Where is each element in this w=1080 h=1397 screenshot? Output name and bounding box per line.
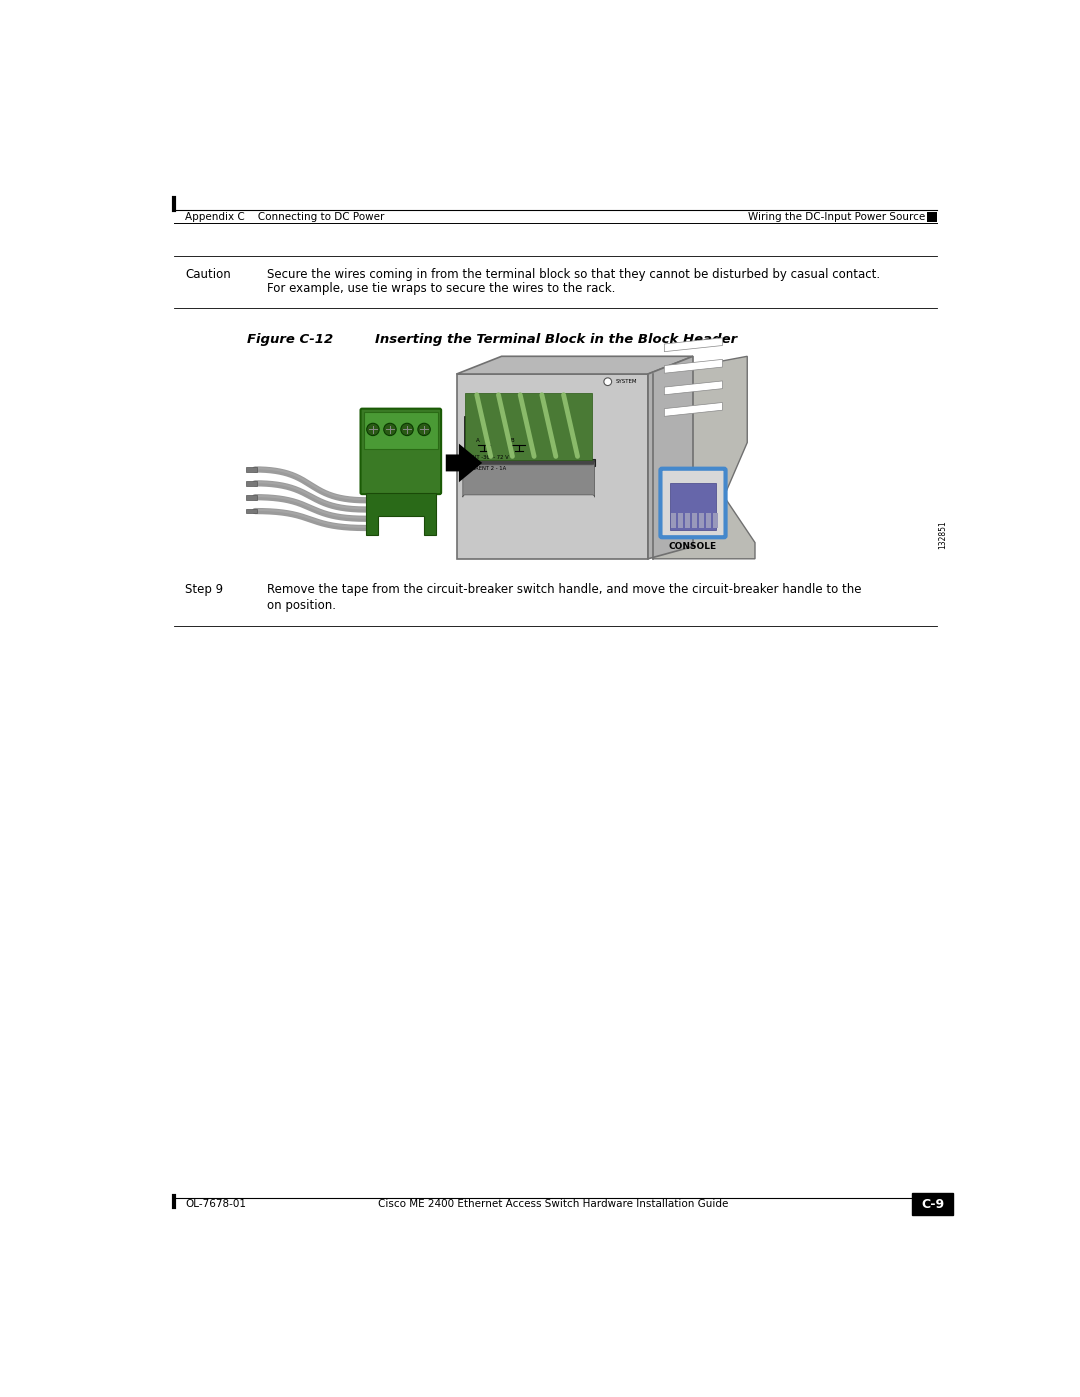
Polygon shape [664, 359, 723, 373]
Text: For example, use tie wraps to secure the wires to the rack.: For example, use tie wraps to secure the… [267, 282, 616, 295]
Bar [246, 467, 257, 472]
Text: Secure the wires coming in from the terminal block so that they cannot be distur: Secure the wires coming in from the term… [267, 268, 880, 281]
Bar [457, 374, 648, 559]
Bar [508, 448, 512, 457]
Polygon shape [664, 338, 723, 352]
Polygon shape [648, 356, 693, 559]
Bar [699, 513, 704, 528]
Circle shape [418, 423, 430, 436]
Bar [678, 513, 683, 528]
Text: Caution: Caution [186, 268, 231, 281]
Text: Cisco ME 2400 Ethernet Access Switch Hardware Installation Guide: Cisco ME 2400 Ethernet Access Switch Har… [378, 1200, 729, 1210]
Bar [692, 513, 697, 528]
Text: Figure C-12: Figure C-12 [247, 334, 334, 346]
Bar [364, 412, 438, 448]
Bar [672, 513, 676, 528]
Bar [246, 481, 257, 486]
Bar [246, 495, 257, 500]
Text: Step 9: Step 9 [186, 584, 224, 597]
Bar [246, 509, 257, 513]
Text: Appendix C    Connecting to DC Power: Appendix C Connecting to DC Power [186, 211, 384, 222]
Text: SYSTEM: SYSTEM [616, 379, 637, 384]
FancyArrow shape [446, 444, 482, 482]
Polygon shape [664, 402, 723, 416]
FancyBboxPatch shape [463, 462, 595, 497]
Circle shape [604, 377, 611, 386]
Text: Inserting the Terminal Block in the Block Header: Inserting the Terminal Block in the Bloc… [375, 334, 738, 346]
Bar [501, 451, 505, 457]
Text: C-9: C-9 [921, 1197, 944, 1211]
Bar [463, 458, 595, 467]
Text: CONSOLE: CONSOLE [669, 542, 717, 550]
Polygon shape [664, 381, 723, 395]
Circle shape [401, 423, 414, 436]
Text: A: A [476, 439, 480, 443]
Bar [464, 416, 581, 462]
FancyBboxPatch shape [670, 483, 716, 529]
Bar [927, 212, 937, 222]
Bar [514, 443, 517, 457]
Text: CURRENT 2 - 1A: CURRENT 2 - 1A [464, 467, 507, 471]
Text: Wiring the DC-Input Power Source: Wiring the DC-Input Power Source [748, 211, 926, 222]
Text: 132851: 132851 [939, 521, 947, 549]
Text: OL-7678-01: OL-7678-01 [186, 1200, 246, 1210]
Text: Remove the tape from the circuit-breaker switch handle, and move the circuit-bre: Remove the tape from the circuit-breaker… [267, 584, 861, 597]
FancyBboxPatch shape [661, 469, 726, 538]
Polygon shape [366, 493, 435, 535]
Bar [685, 513, 690, 528]
Polygon shape [457, 356, 693, 374]
Circle shape [367, 423, 379, 436]
Bar [713, 513, 718, 528]
Bar [532, 450, 537, 457]
Circle shape [383, 423, 396, 436]
Text: on position.: on position. [267, 599, 336, 612]
FancyBboxPatch shape [361, 409, 441, 495]
Bar [526, 446, 530, 457]
Polygon shape [652, 356, 755, 559]
Bar [521, 437, 524, 457]
Text: B: B [511, 439, 514, 443]
Bar [913, 1193, 953, 1215]
Bar [465, 393, 592, 460]
Text: INPUT -36 -- 72 V: INPUT -36 -- 72 V [464, 455, 509, 460]
Bar [706, 513, 711, 528]
Text: CISCO SYSTEMS: CISCO SYSTEMS [500, 420, 544, 425]
